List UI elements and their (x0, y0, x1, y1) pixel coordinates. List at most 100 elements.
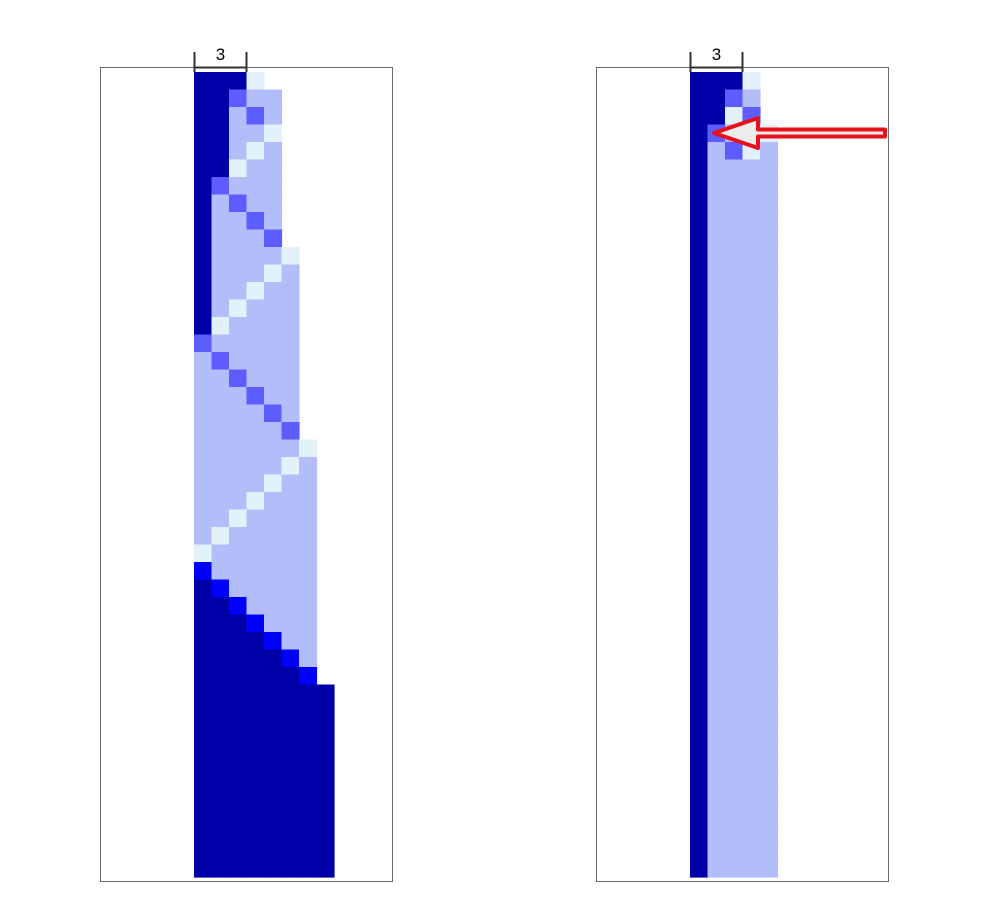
left-grid-cell (229, 859, 248, 878)
left-grid-cell (194, 632, 213, 651)
left-grid-cell (281, 684, 300, 703)
right-grid-cell (725, 282, 744, 301)
left-grid-cell (281, 369, 300, 388)
left-grid-cell (246, 614, 265, 633)
left-grid-cell (211, 684, 230, 703)
left-grid-cell (246, 89, 265, 108)
left-grid-cell (246, 264, 265, 283)
right-grid-cell (742, 492, 761, 511)
right-grid-cell (690, 719, 709, 738)
left-grid-cell (264, 439, 283, 458)
left-grid-cell (229, 282, 248, 301)
left-grid-cell (211, 492, 230, 511)
right-grid-cell (725, 754, 744, 773)
left-grid-cell (246, 579, 265, 598)
left-grid-cell (229, 527, 248, 546)
left-grid-cell (299, 649, 318, 668)
right-grid-cell (760, 597, 779, 616)
right-grid-cell (690, 282, 709, 301)
right-grid-cell (725, 107, 744, 126)
left-grid-cell (229, 72, 248, 91)
left-grid-cell (264, 667, 283, 686)
left-grid-cell (211, 562, 230, 581)
left-grid-cell (229, 737, 248, 756)
left-grid-cell (194, 737, 213, 756)
right-grid-cell (690, 352, 709, 371)
left-grid-cell (299, 562, 318, 581)
left-grid-cell (299, 789, 318, 808)
right-grid-cell (760, 492, 779, 511)
right-grid-cell (725, 684, 744, 703)
right-grid-cell (690, 194, 709, 213)
left-grid-cell (281, 772, 300, 791)
right-grid-cell (742, 177, 761, 196)
right-grid-cell (760, 177, 779, 196)
left-grid-cell (211, 282, 230, 301)
left-grid-cell (211, 264, 230, 283)
left-grid-cell (229, 824, 248, 843)
left-grid-cell (194, 299, 213, 318)
right-grid-cell (742, 89, 761, 108)
right-grid-cell (707, 317, 726, 336)
left-grid-cell (264, 772, 283, 791)
left-grid-cell (281, 824, 300, 843)
left-grid-cell (194, 754, 213, 773)
right-grid-cell (742, 457, 761, 476)
left-grid-cell (229, 317, 248, 336)
left-grid-cell (211, 824, 230, 843)
left-grid-cell (316, 842, 335, 861)
left-width-bracket: 3 (193, 45, 248, 72)
left-grid-cell (194, 387, 213, 406)
left-grid-cell (264, 264, 283, 283)
left-grid-cell (264, 352, 283, 371)
left-grid-cell (281, 457, 300, 476)
pointer-arrow (712, 116, 887, 150)
left-grid-cell (299, 527, 318, 546)
left-grid-cell (229, 194, 248, 213)
right-grid-cell (690, 264, 709, 283)
right-grid-cell (707, 439, 726, 458)
right-grid-cell (725, 702, 744, 721)
left-grid-cell (246, 124, 265, 143)
right-grid-cell (742, 632, 761, 651)
left-grid-cell (246, 684, 265, 703)
right-grid-cell (725, 509, 744, 528)
right-grid-cell (707, 159, 726, 178)
left-grid-cell (264, 754, 283, 773)
left-grid-cell (211, 107, 230, 126)
right-grid-cell (725, 89, 744, 108)
left-grid-cell (229, 159, 248, 178)
right-grid-cell (760, 562, 779, 581)
right-grid-cell (742, 719, 761, 738)
right-grid-cell (707, 177, 726, 196)
right-grid-cell (725, 772, 744, 791)
left-grid-cell (194, 544, 213, 563)
left-grid-cell (264, 527, 283, 546)
left-grid-cell (229, 684, 248, 703)
left-grid-cell (246, 807, 265, 826)
left-grid-cell (211, 352, 230, 371)
left-grid-cell (264, 457, 283, 476)
left-grid-cell (281, 719, 300, 738)
right-grid-cell (707, 562, 726, 581)
left-grid (194, 72, 335, 878)
right-grid-cell (760, 579, 779, 598)
right-grid-cell (742, 159, 761, 178)
left-grid-cell (229, 754, 248, 773)
left-grid-cell (211, 597, 230, 616)
right-grid-cell (725, 159, 744, 178)
left-grid-cell (194, 474, 213, 493)
left-grid-cell (194, 159, 213, 178)
left-grid-cell (229, 352, 248, 371)
left-grid-cell (211, 89, 230, 108)
right-grid-cell (690, 159, 709, 178)
left-grid-cell (299, 457, 318, 476)
left-grid-cell (264, 824, 283, 843)
left-grid-cell (211, 159, 230, 178)
left-grid-cell (229, 789, 248, 808)
right-grid-cell (760, 194, 779, 213)
left-grid-cell (316, 824, 335, 843)
left-grid-cell (299, 474, 318, 493)
right-grid-cell (707, 89, 726, 108)
